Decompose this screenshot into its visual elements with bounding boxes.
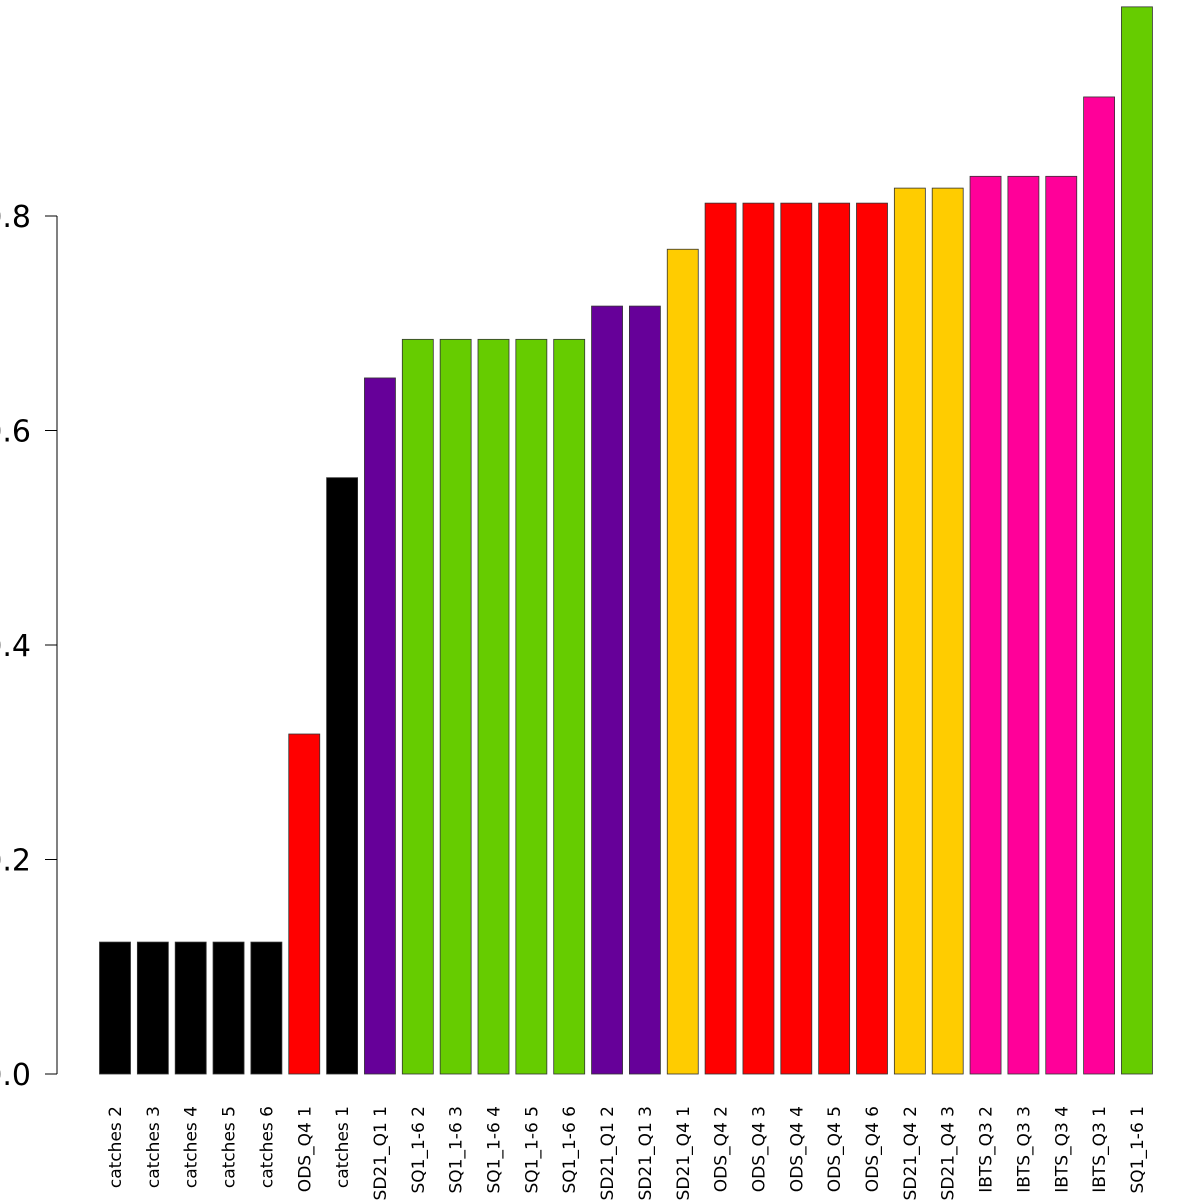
x-category-label: ODS_Q4 4 (787, 1106, 807, 1192)
bar (780, 202, 813, 1075)
x-category-label: SQ1_1-6 1 (1128, 1106, 1148, 1193)
x-category-label: ODS_Q4 1 (295, 1106, 315, 1192)
bar (666, 248, 699, 1075)
bar (1007, 175, 1040, 1075)
bar (704, 202, 737, 1075)
x-category-label: ODS_Q4 5 (825, 1106, 845, 1192)
x-category-label: SQ1_1-6 3 (447, 1106, 467, 1193)
bar (969, 175, 1002, 1075)
x-category-label: IBTS_Q3 4 (1052, 1106, 1072, 1193)
bar (364, 377, 396, 1075)
x-category-label: catches 3 (144, 1106, 164, 1188)
y-tick-label: 0.8 (0, 200, 31, 235)
y-tick-label: 0.6 (0, 415, 31, 450)
x-category-label: IBTS_Q3 3 (1014, 1106, 1034, 1193)
bar (250, 941, 283, 1075)
x-category-label: SQ1_1-6 2 (409, 1106, 429, 1193)
x-category-label: SD21_Q1 3 (636, 1106, 656, 1200)
x-category-label: catches 4 (182, 1106, 202, 1188)
bar (174, 941, 207, 1075)
bar (326, 477, 359, 1075)
bar (553, 338, 586, 1075)
x-category-label: SD21_Q4 3 (939, 1106, 959, 1200)
x-category-label: SQ1_1-6 6 (560, 1106, 580, 1193)
x-category-label: IBTS_Q3 2 (977, 1106, 997, 1193)
bar (288, 733, 321, 1075)
x-category-label: catches 5 (220, 1106, 240, 1188)
x-category-label: ODS_Q4 2 (712, 1106, 732, 1192)
bar (136, 941, 169, 1075)
bar (856, 202, 888, 1075)
bar (818, 202, 851, 1075)
x-category-label: SD21_Q1 2 (598, 1106, 618, 1200)
bar (99, 941, 131, 1075)
bar (1121, 6, 1153, 1075)
y-tick-label: 0.0 (0, 1058, 31, 1093)
y-tick-label: 0.4 (0, 629, 31, 664)
bar (515, 338, 548, 1075)
x-category-label: ODS_Q4 3 (749, 1106, 769, 1192)
bar (893, 187, 926, 1075)
x-category-label: SD21_Q4 1 (674, 1106, 694, 1200)
x-category-label: SQ1_1-6 4 (485, 1106, 505, 1193)
y-tick-label: 0.2 (0, 844, 31, 879)
x-category-label: IBTS_Q3 1 (1090, 1106, 1110, 1193)
bar (439, 338, 472, 1075)
bar (742, 202, 775, 1075)
bar (591, 305, 623, 1075)
bar (931, 187, 964, 1075)
bar (477, 338, 510, 1075)
x-category-label: catches 2 (106, 1106, 126, 1188)
x-category-label: SQ1_1-6 5 (522, 1106, 542, 1193)
bar (212, 941, 245, 1075)
x-category-label: ODS_Q4 6 (863, 1106, 883, 1192)
bar (1045, 175, 1078, 1075)
bar (401, 338, 434, 1075)
x-category-label: SD21_Q4 2 (901, 1106, 921, 1200)
bar (629, 305, 661, 1075)
bar (1083, 96, 1115, 1075)
x-category-label: catches 1 (333, 1106, 353, 1188)
x-category-label: SD21_Q1 1 (371, 1106, 391, 1200)
x-category-label: catches 6 (257, 1106, 277, 1188)
